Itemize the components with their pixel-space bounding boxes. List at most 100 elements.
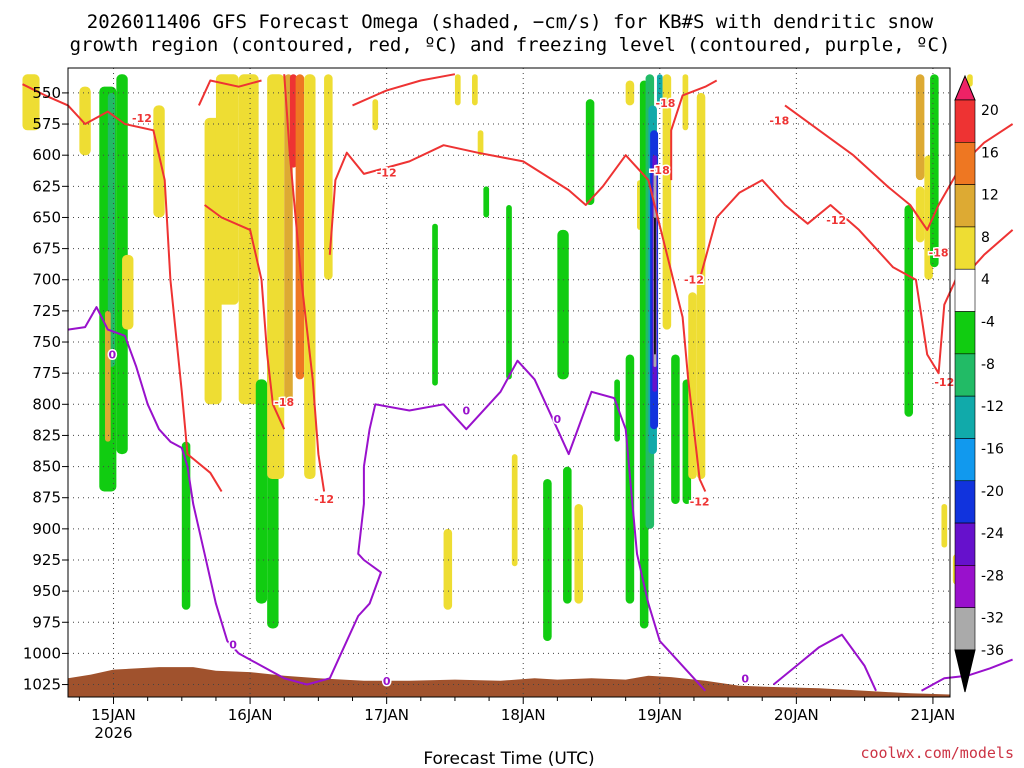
contour-label: -18: [650, 164, 670, 177]
y-tick-label: 650: [32, 208, 61, 226]
colorbar-swatch: [954, 268, 976, 312]
y-tick-label: 1025: [23, 676, 61, 694]
terrain-fill: [68, 667, 950, 697]
omega-band: [671, 354, 680, 504]
contour-label: -12: [690, 495, 710, 508]
colorbar-label: -36: [981, 643, 1004, 659]
contour-label: 0: [554, 413, 562, 426]
omega-band: [22, 74, 40, 131]
contour-layer: -12 -12 -12 -12 -12 -12 -12 -18 -18 -18 -18 -18 0 0 0 0…: [22, 73, 1014, 692]
y-tick-label: 625: [32, 177, 61, 195]
y-tick-label: 875: [32, 489, 61, 507]
colorbar-swatch: [954, 226, 976, 270]
omega-band: [79, 86, 91, 156]
y-tick-label: 575: [32, 115, 61, 133]
colorbar-bottom-arrow: [954, 649, 976, 693]
omega-shading-layer: [22, 74, 973, 641]
colorbar-swatch: [954, 99, 976, 143]
x-tick-label: 20JAN: [774, 706, 819, 724]
y-tick-label: 825: [32, 426, 61, 444]
colorbar-swatch: [954, 607, 976, 651]
omega-band: [915, 186, 925, 243]
omega-band: [181, 441, 191, 610]
omega-band: [574, 503, 583, 604]
omega-band: [682, 74, 689, 131]
omega-band: [443, 528, 453, 610]
colorbar-swatch: [954, 565, 976, 608]
contour-label: 0: [383, 675, 391, 688]
y-tick-label: 900: [32, 520, 61, 538]
omega-band: [614, 379, 620, 442]
omega-band: [472, 74, 478, 106]
x-axis-label: Forecast Time (UTC): [423, 749, 594, 768]
y-tick-label: 950: [32, 582, 61, 600]
credit-link[interactable]: coolwx.com/models: [860, 744, 1014, 762]
contour-label: 0: [462, 405, 470, 418]
y-tick-label: 850: [32, 458, 61, 476]
x-tick-label: 19JAN: [637, 706, 682, 724]
colorbar-label: -4: [981, 315, 995, 331]
gridlines: [68, 68, 950, 697]
colorbar-label: -12: [981, 399, 1004, 415]
omega-band: [289, 74, 297, 168]
y-tick-label: 550: [32, 84, 61, 102]
omega-band: [557, 229, 569, 380]
colorbar-label: 12: [981, 188, 999, 204]
colorbar-label: 16: [981, 145, 999, 161]
omega-band: [941, 503, 948, 548]
colorbar-label: -32: [981, 611, 1004, 627]
y-tick-label: 725: [32, 302, 61, 320]
contour-label: -12: [314, 493, 334, 506]
omega-band: [585, 99, 595, 206]
y-tick-label: 800: [32, 395, 61, 413]
omega-band: [255, 379, 268, 604]
omega-band: [563, 466, 572, 604]
colorbar-label: -8: [981, 357, 995, 373]
colorbar-swatch: [954, 353, 976, 397]
y-tick-label: 700: [32, 271, 61, 289]
omega-band: [295, 74, 305, 380]
colorbar-swatch: [954, 395, 976, 439]
omega-band: [267, 74, 285, 480]
dgz-contour-line: [204, 204, 286, 430]
contour-label: -12: [377, 167, 397, 180]
omega-band: [654, 217, 656, 355]
y-tick-label: 675: [32, 240, 61, 258]
omega-band: [432, 223, 438, 386]
dgz-contour-line: [283, 74, 326, 492]
omega-band: [656, 74, 663, 106]
contour-label: -12: [826, 214, 846, 227]
y-tick-label: 775: [32, 364, 61, 382]
contour-label: -12: [684, 274, 704, 287]
dgz-contour-line: [197, 79, 262, 106]
x-tick-label: 15JAN: [91, 706, 136, 724]
y-tick-label: 600: [32, 146, 61, 164]
plot-frame: [67, 67, 951, 698]
colorbar-label: -20: [981, 484, 1004, 500]
colorbar-swatch: [954, 480, 976, 524]
contour-label: -12: [934, 376, 954, 389]
omega-band: [215, 74, 239, 305]
chart-title-line1: 2026011406 GFS Forecast Omega (shaded, −…: [87, 11, 934, 33]
contour-label: 0: [229, 639, 237, 652]
omega-band: [930, 74, 939, 268]
omega-band: [324, 74, 333, 280]
colorbar-swatch: [954, 311, 976, 355]
omega-band: [662, 74, 672, 330]
omega-band: [122, 254, 134, 330]
colorbar-label: 20: [981, 103, 999, 119]
x-tick-label: 16JAN: [228, 706, 273, 724]
contour-label: -18: [274, 396, 294, 409]
y-tick-label: 925: [32, 551, 61, 569]
contour-label: 0: [109, 348, 117, 361]
colorbar-swatch: [954, 522, 976, 566]
dgz-contour-line: [352, 73, 456, 107]
omega-band: [483, 186, 490, 218]
x-tick-label: 18JAN: [501, 706, 546, 724]
chart-title-line2: growth region (contoured, red, ºC) and f…: [70, 34, 951, 56]
omega-band: [454, 74, 461, 106]
x-tick-label: 21JAN: [911, 706, 956, 724]
colorbar-label: -28: [981, 568, 1004, 584]
